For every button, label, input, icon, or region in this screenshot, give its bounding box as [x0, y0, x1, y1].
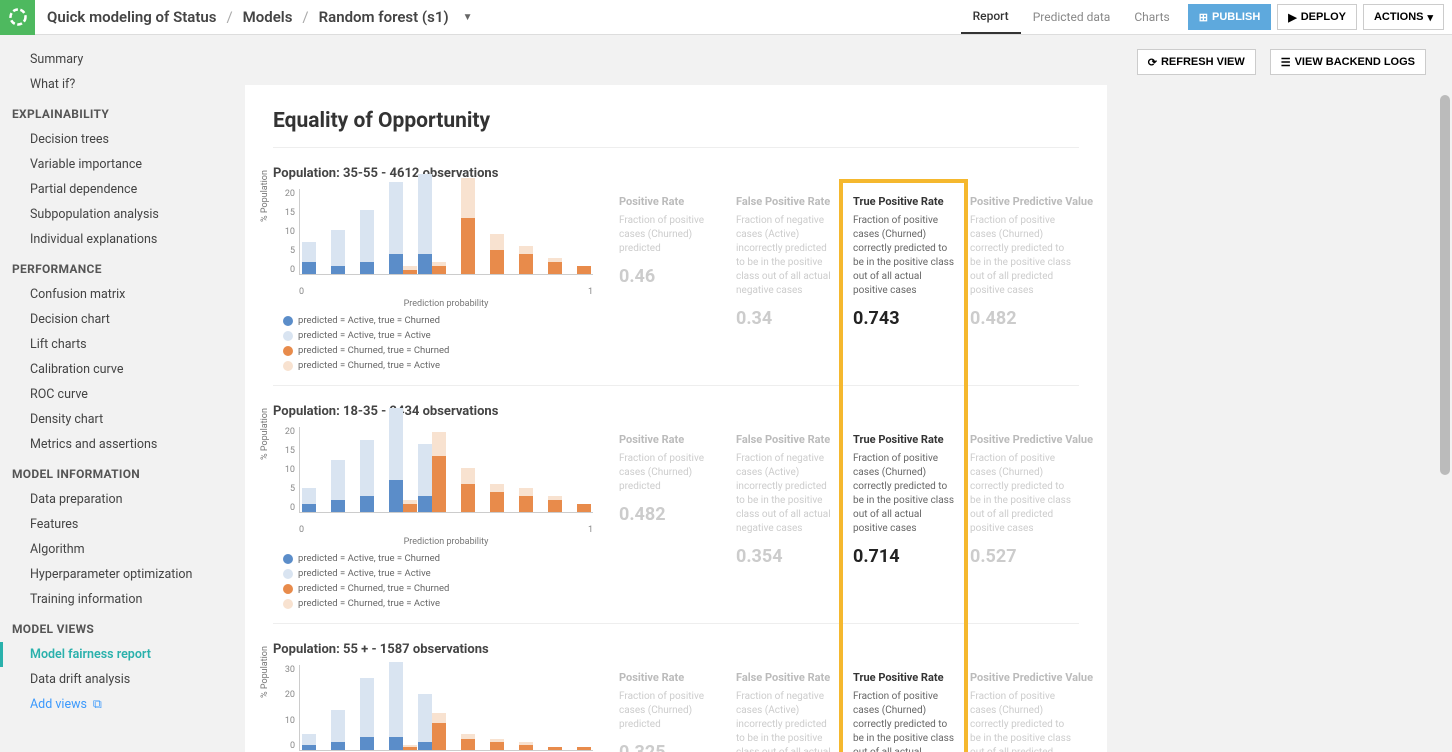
- metric-card: Positive Predictive ValueFraction of pos…: [962, 427, 1079, 609]
- sidebar-header: EXPLAINABILITY: [0, 97, 245, 127]
- refresh-view-button[interactable]: ⟳REFRESH VIEW: [1137, 49, 1256, 75]
- sidebar-item-partial-dependence[interactable]: Partial dependence: [0, 177, 245, 202]
- sidebar-item-model-fairness-report[interactable]: Model fairness report: [0, 642, 245, 667]
- sidebar-item-metrics-and-assertions[interactable]: Metrics and assertions: [0, 432, 245, 457]
- sidebar: SummaryWhat if? EXPLAINABILITYDecision t…: [0, 35, 245, 752]
- population-title: Population: 35-55 - 4612 observations: [273, 166, 1079, 181]
- sidebar-item-density-chart[interactable]: Density chart: [0, 407, 245, 432]
- section-title: Equality of Opportunity: [273, 109, 1079, 133]
- sidebar-item-training-information[interactable]: Training information: [0, 587, 245, 612]
- metric-value: 0.743: [853, 308, 954, 329]
- metric-card: True Positive RateFraction of positive c…: [845, 189, 962, 371]
- add-views-link[interactable]: Add views ⧉: [0, 692, 245, 717]
- sidebar-item-decision-trees[interactable]: Decision trees: [0, 127, 245, 152]
- breadcrumb: Quick modeling of Status / Models / Rand…: [47, 8, 473, 26]
- sidebar-item-confusion-matrix[interactable]: Confusion matrix: [0, 282, 245, 307]
- population-block: Population: 35-55 - 4612 observations % P…: [273, 166, 1079, 386]
- report-content: Equality of Opportunity Population: 35-5…: [245, 85, 1107, 752]
- metric-value: 0.46: [619, 266, 720, 287]
- metric-card: Positive RateFraction of positive cases …: [611, 665, 728, 752]
- breadcrumb-current[interactable]: Random forest (s1): [319, 8, 449, 26]
- histogram-chart: % Population2015105001Prediction probabi…: [273, 427, 593, 609]
- histogram-chart: % Population2015105001Prediction probabi…: [273, 189, 593, 371]
- scrollbar-thumb[interactable]: [1440, 95, 1450, 475]
- metric-card: Positive RateFraction of positive cases …: [611, 427, 728, 609]
- population-block: Population: 55 + - 1587 observations % Po…: [273, 642, 1079, 752]
- header-tab-report[interactable]: Report: [961, 0, 1021, 34]
- sidebar-item-roc-curve[interactable]: ROC curve: [0, 382, 245, 407]
- breadcrumb-project[interactable]: Quick modeling of Status: [47, 8, 216, 26]
- population-block: Population: 18-35 - 2434 observations% P…: [273, 404, 1079, 624]
- sidebar-item-what-if-[interactable]: What if?: [0, 72, 245, 97]
- metric-value: 0.482: [970, 308, 1071, 329]
- sidebar-header: MODEL INFORMATION: [0, 457, 245, 487]
- metric-value: 0.354: [736, 546, 837, 567]
- metric-value: 0.325: [619, 742, 720, 752]
- sidebar-header: MODEL VIEWS: [0, 612, 245, 642]
- chevron-down-icon[interactable]: ▼: [463, 12, 473, 23]
- refresh-icon: ⟳: [1148, 56, 1157, 69]
- sidebar-item-features[interactable]: Features: [0, 512, 245, 537]
- metric-value: 0.527: [970, 546, 1071, 567]
- header-tab-charts[interactable]: Charts: [1122, 0, 1181, 34]
- deploy-button[interactable]: ▶DEPLOY: [1277, 4, 1357, 30]
- sidebar-item-data-drift-analysis[interactable]: Data drift analysis: [0, 667, 245, 692]
- publish-button[interactable]: ⊞PUBLISH: [1188, 4, 1272, 30]
- sidebar-header: PERFORMANCE: [0, 252, 245, 282]
- list-icon: ☰: [1281, 56, 1291, 69]
- metric-card: False Positive RateFraction of negative …: [728, 189, 845, 371]
- app-logo[interactable]: [0, 0, 35, 35]
- metric-card: Positive RateFraction of positive cases …: [611, 189, 728, 371]
- metric-card: False Positive RateFraction of negative …: [728, 665, 845, 752]
- histogram-chart: % Population302010001Prediction probabil…: [273, 665, 593, 752]
- sidebar-item-variable-importance[interactable]: Variable importance: [0, 152, 245, 177]
- sidebar-item-individual-explanations[interactable]: Individual explanations: [0, 227, 245, 252]
- sidebar-item-summary[interactable]: Summary: [0, 47, 245, 72]
- actions-button[interactable]: ACTIONS▾: [1363, 4, 1444, 30]
- breadcrumb-models[interactable]: Models: [243, 8, 293, 26]
- publish-icon: ⊞: [1199, 11, 1208, 24]
- sidebar-item-hyperparameter-optimization[interactable]: Hyperparameter optimization: [0, 562, 245, 587]
- backend-logs-button[interactable]: ☰VIEW BACKEND LOGS: [1270, 49, 1426, 75]
- metric-card: True Positive RateFraction of positive c…: [845, 427, 962, 609]
- metric-card: True Positive RateFraction of positive c…: [845, 665, 962, 752]
- sidebar-item-algorithm[interactable]: Algorithm: [0, 537, 245, 562]
- sidebar-item-data-preparation[interactable]: Data preparation: [0, 487, 245, 512]
- metric-card: Positive Predictive ValueFraction of pos…: [962, 189, 1079, 371]
- sidebar-item-lift-charts[interactable]: Lift charts: [0, 332, 245, 357]
- metric-value: 0.34: [736, 308, 837, 329]
- external-link-icon: ⧉: [93, 697, 102, 712]
- metric-value: 0.714: [853, 546, 954, 567]
- chevron-down-icon: ▾: [1427, 11, 1433, 24]
- sidebar-item-subpopulation-analysis[interactable]: Subpopulation analysis: [0, 202, 245, 227]
- header-tab-predicted-data[interactable]: Predicted data: [1021, 0, 1123, 34]
- sidebar-item-calibration-curve[interactable]: Calibration curve: [0, 357, 245, 382]
- play-icon: ▶: [1288, 11, 1296, 24]
- sidebar-item-decision-chart[interactable]: Decision chart: [0, 307, 245, 332]
- metric-card: False Positive RateFraction of negative …: [728, 427, 845, 609]
- metric-card: Positive Predictive ValueFraction of pos…: [962, 665, 1079, 752]
- metric-value: 0.482: [619, 504, 720, 525]
- population-title: Population: 55 + - 1587 observations: [273, 642, 1079, 657]
